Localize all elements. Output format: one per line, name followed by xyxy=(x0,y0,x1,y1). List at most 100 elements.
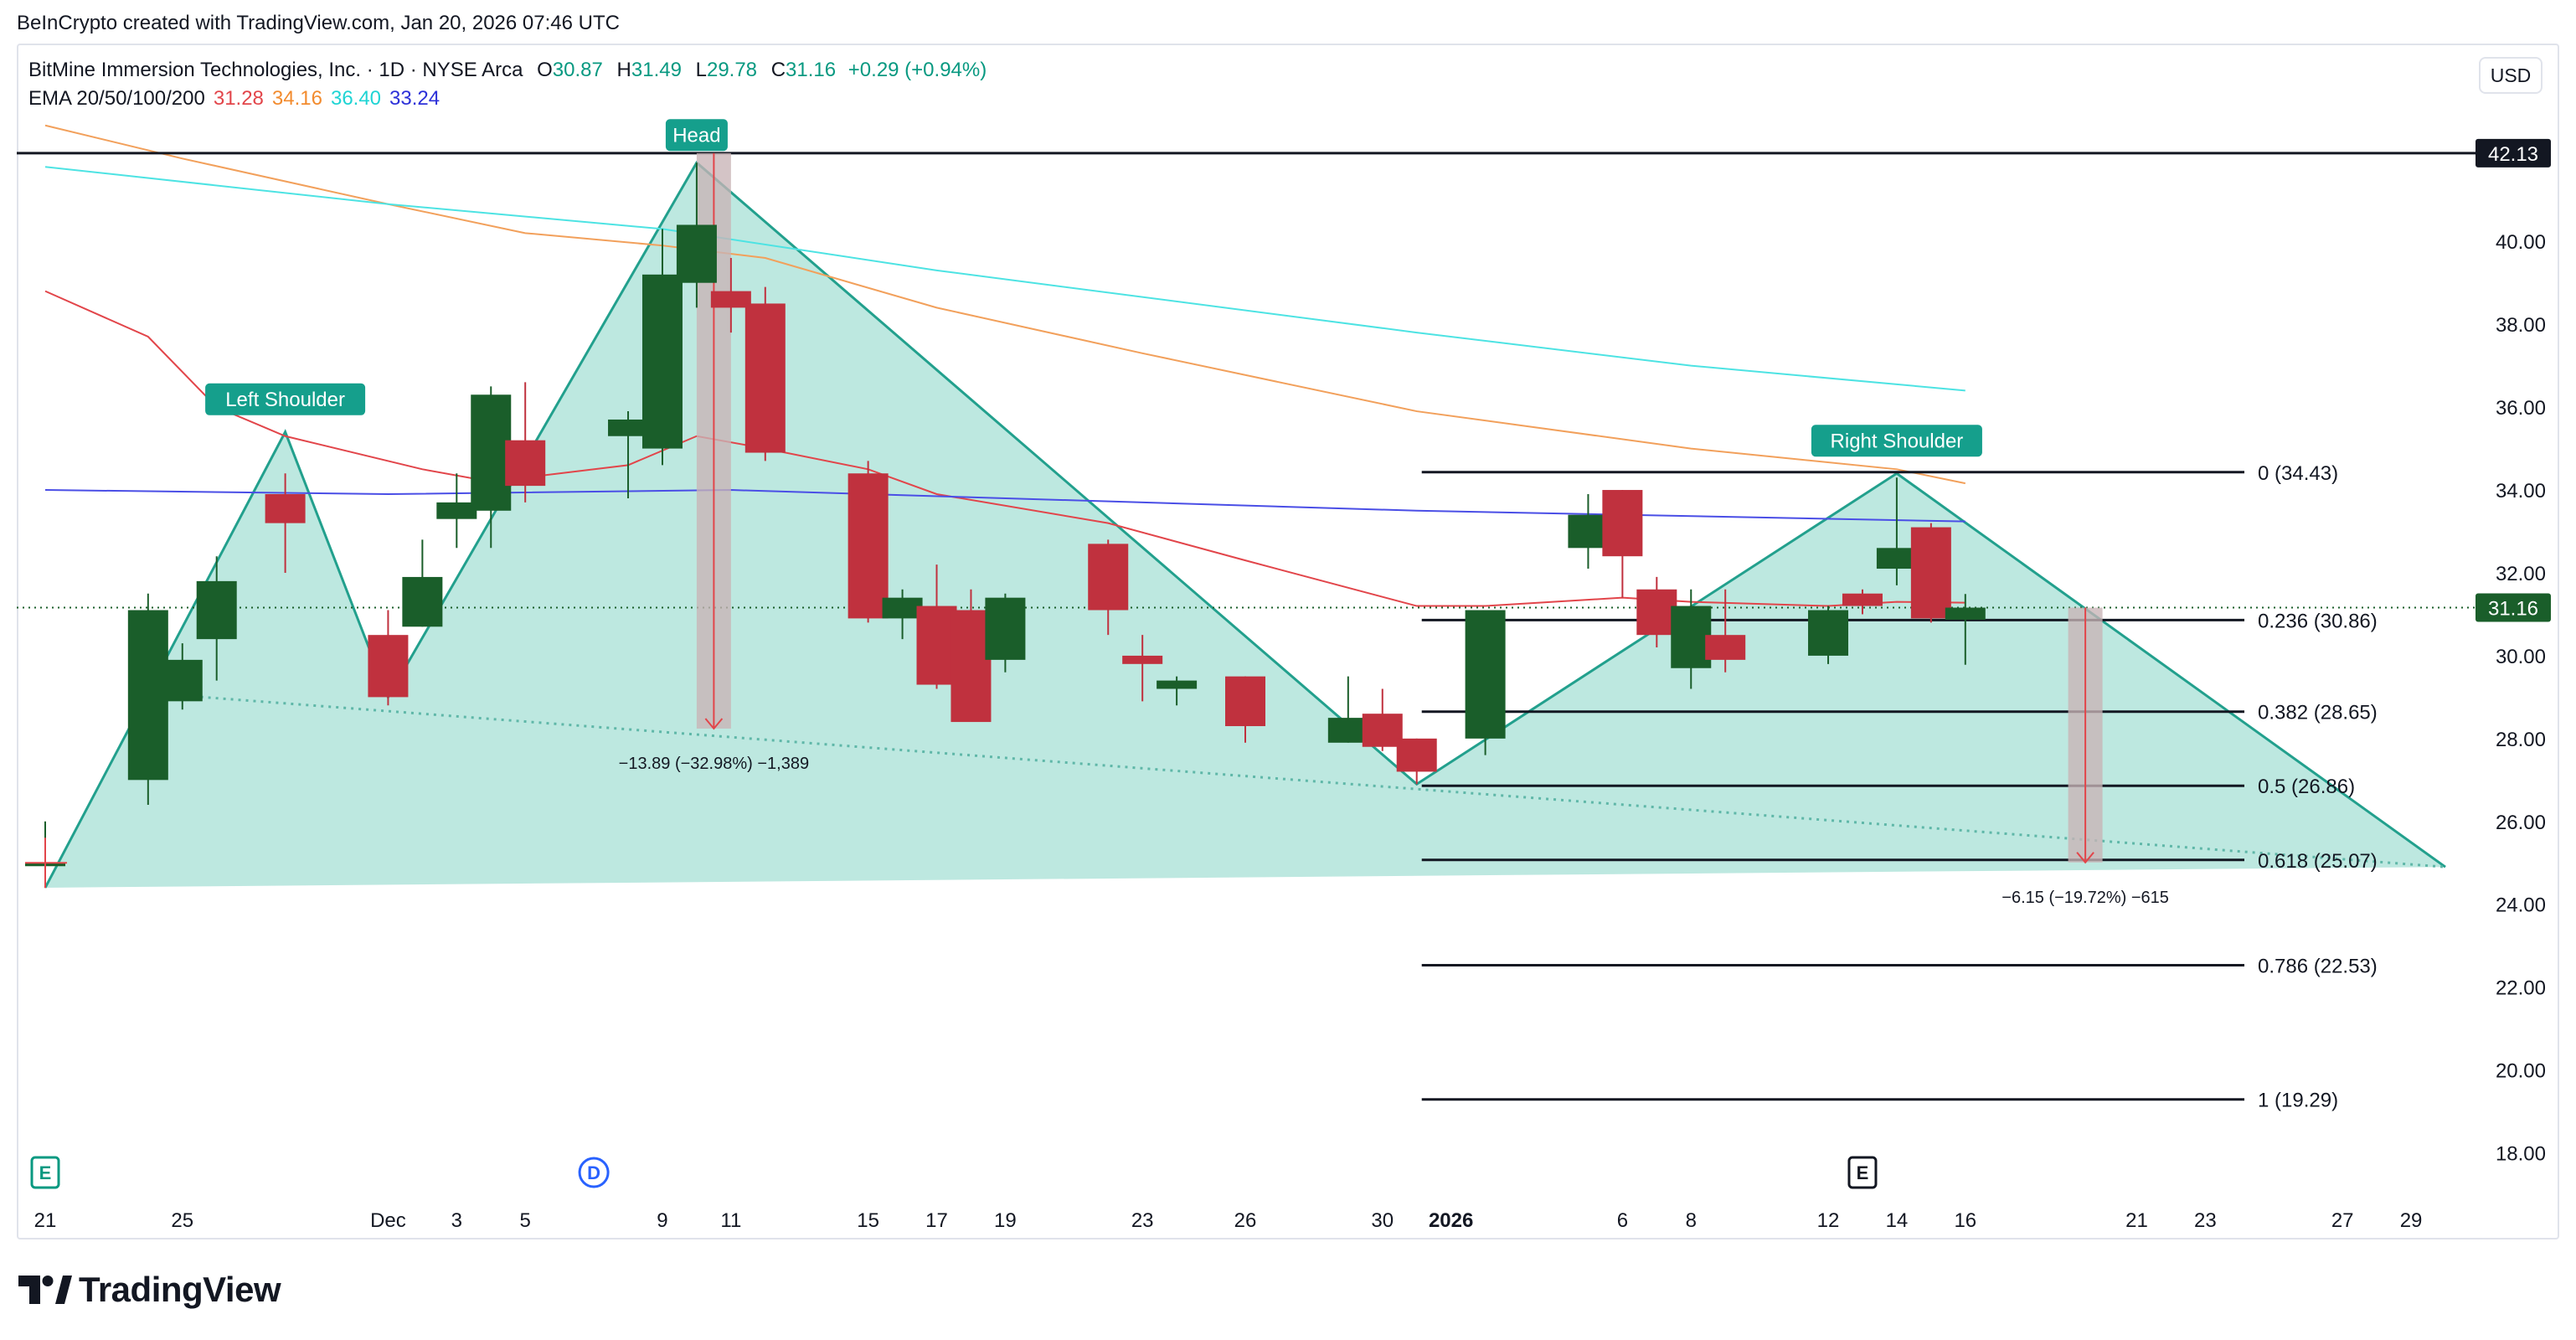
resistance-price-tag: 42.13 xyxy=(2488,143,2538,166)
candle-up xyxy=(1465,610,1506,739)
y-tick-label: 32.00 xyxy=(2496,563,2546,585)
label-head-bg xyxy=(665,119,728,152)
y-tick-label: 30.00 xyxy=(2496,646,2546,668)
x-tick-label: 23 xyxy=(2194,1209,2217,1232)
candle-down xyxy=(916,606,957,685)
y-tick-label: 20.00 xyxy=(2496,1060,2546,1083)
candle-up xyxy=(676,224,717,283)
x-tick-label: 12 xyxy=(1817,1209,1840,1232)
candle-up xyxy=(402,576,443,627)
candle-down xyxy=(1088,544,1129,611)
x-tick-label: 21 xyxy=(2125,1209,2148,1232)
x-tick-label: 29 xyxy=(2400,1209,2423,1232)
candle-down xyxy=(744,303,786,453)
candle-up xyxy=(985,597,1026,660)
high-label: H xyxy=(616,59,631,81)
x-tick-label: Dec xyxy=(370,1209,406,1232)
resistance-price-tag-bg xyxy=(2476,138,2551,168)
ema100-value: 36.40 xyxy=(330,87,382,110)
candle-down xyxy=(1705,635,1746,660)
measure-arrowhead-0 xyxy=(704,718,724,730)
candle-up xyxy=(196,580,237,640)
candle-up xyxy=(1945,607,1986,620)
y-tick-label: 26.00 xyxy=(2496,812,2546,834)
y-tick-label: 34.00 xyxy=(2496,480,2546,502)
x-tick-label: 11 xyxy=(720,1209,741,1232)
x-tick-label: 2026 xyxy=(1429,1209,1473,1232)
x-tick-label: 27 xyxy=(2331,1209,2354,1232)
earnings-marker-label: E xyxy=(39,1162,52,1183)
candle-down xyxy=(1636,589,1677,636)
last-price-tag-bg xyxy=(2476,593,2551,622)
fib-label: 0.236 (30.86) xyxy=(2258,610,2378,632)
ema-line-0 xyxy=(44,290,1965,607)
dividend-marker-label: D xyxy=(587,1162,600,1183)
x-tick-label: 25 xyxy=(171,1209,193,1232)
measure-label: −13.89 (−32.98%) −1,389 xyxy=(619,755,809,773)
symbol-title[interactable]: BitMine Immersion Technologies, Inc. · 1… xyxy=(28,59,523,81)
x-tick-label: 26 xyxy=(1234,1209,1257,1232)
x-tick-label: 17 xyxy=(925,1209,948,1232)
tradingview-brand[interactable]: TradingView xyxy=(18,1270,281,1310)
measure-arrowhead-1 xyxy=(2076,852,2094,864)
candle-down xyxy=(710,291,751,308)
ema20-value: 31.28 xyxy=(213,87,264,110)
x-tick-label: 14 xyxy=(1886,1209,1909,1232)
x-tick-label: 19 xyxy=(994,1209,1017,1232)
low-label: L xyxy=(695,59,707,81)
x-tick-label: 8 xyxy=(1686,1209,1697,1232)
open-label: O xyxy=(537,59,553,81)
last-price-tag: 31.16 xyxy=(2488,598,2538,621)
x-tick-label: 23 xyxy=(1131,1209,1154,1232)
candle-up xyxy=(608,419,649,436)
chart-credit: BeInCrypto created with TradingView.com,… xyxy=(17,12,620,34)
earnings-marker xyxy=(30,1156,60,1189)
x-tick-label: 9 xyxy=(657,1209,667,1232)
earnings-marker-label: E xyxy=(1857,1162,1869,1183)
candle-up xyxy=(1876,548,1917,570)
x-tick-label: 15 xyxy=(857,1209,879,1232)
x-tick-label: 5 xyxy=(520,1209,531,1232)
candle-down xyxy=(1225,676,1265,727)
y-tick-label: 38.00 xyxy=(2496,314,2546,337)
candle-down xyxy=(1122,655,1163,664)
label-right-shoulder-bg xyxy=(1811,425,1982,457)
candle-down xyxy=(1842,593,1883,606)
high-value: 31.49 xyxy=(631,59,682,81)
candle-down xyxy=(1910,527,1951,619)
x-tick-label: 6 xyxy=(1617,1209,1628,1232)
close-value: 31.16 xyxy=(786,59,837,81)
x-tick-label: 30 xyxy=(1371,1209,1394,1232)
candle-up xyxy=(1327,718,1368,743)
y-tick-label: 40.00 xyxy=(2496,231,2546,254)
candle-down xyxy=(1602,490,1643,557)
currency-button[interactable]: USD xyxy=(2479,57,2543,94)
candle-down xyxy=(1362,714,1403,747)
open-value: 30.87 xyxy=(552,59,603,81)
ema-line-1 xyxy=(44,124,1966,485)
candle-up xyxy=(127,610,168,781)
candle-up xyxy=(1157,680,1198,689)
symbol-legend: BitMine Immersion Technologies, Inc. · 1… xyxy=(28,59,987,82)
candle-down xyxy=(368,635,409,698)
candle-up xyxy=(1808,610,1849,656)
fib-label: 0 (34.43) xyxy=(2258,462,2338,485)
candle-up xyxy=(162,659,203,702)
y-tick-label: 36.00 xyxy=(2496,397,2546,420)
candle-down xyxy=(951,610,992,723)
ema50-value: 34.16 xyxy=(271,87,322,110)
x-tick-label: 21 xyxy=(34,1209,57,1232)
close-label: C xyxy=(770,59,786,81)
low-value: 29.78 xyxy=(706,59,758,81)
ema200-value: 33.24 xyxy=(389,87,440,110)
y-tick-label: 22.00 xyxy=(2496,977,2546,1000)
fib-label: 0.786 (22.53) xyxy=(2258,955,2378,977)
fib-label: 1 (19.29) xyxy=(2258,1090,2338,1112)
candle-up xyxy=(882,597,923,619)
tradingview-logo-icon xyxy=(18,1276,72,1304)
dividend-marker xyxy=(578,1157,610,1188)
ema-line-2 xyxy=(44,166,1965,392)
candle-down xyxy=(1396,738,1437,772)
ema-legend[interactable]: EMA 20/50/100/200 31.28 34.16 36.40 33.24 xyxy=(28,87,448,111)
